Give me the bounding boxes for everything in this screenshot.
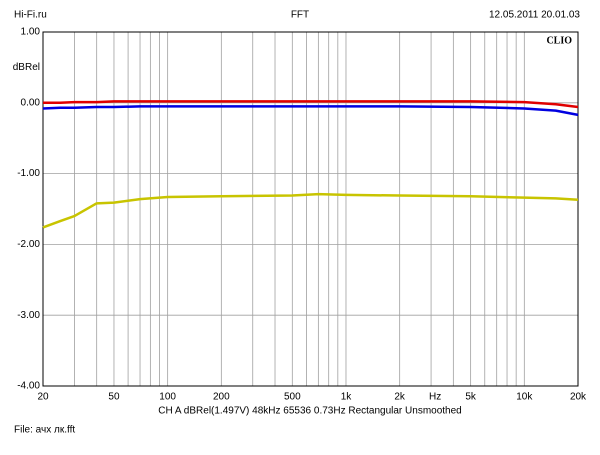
x-tick-label: 2k <box>394 392 406 403</box>
x-tick-label: 500 <box>284 392 301 403</box>
header-left: Hi-Fi.ru <box>14 10 47 21</box>
header-center: FFT <box>291 10 309 21</box>
x-tick-label: 10k <box>516 392 533 403</box>
x-tick-label: 50 <box>108 392 120 403</box>
x-tick-label: 100 <box>159 392 176 403</box>
y-tick-label: -3.00 <box>17 310 40 321</box>
x-tick-label: 1k <box>341 392 353 403</box>
y-tick-label: -1.00 <box>17 168 40 179</box>
x-tick-label: 5k <box>465 392 477 403</box>
x-tick-label: 20k <box>570 392 587 403</box>
x-unit-label: Hz <box>429 392 441 403</box>
line-series <box>42 192 579 229</box>
line-series <box>43 100 579 109</box>
header-right: 12.05.2011 20.01.03 <box>489 10 580 21</box>
y-tick-label: 0.00 <box>21 97 41 108</box>
y-tick-label: -4.00 <box>17 381 40 392</box>
settings: CH A dBRel(1.497V) 48kHz 65536 0.73Hz Re… <box>158 406 462 417</box>
line-series <box>42 105 579 117</box>
plot-frame <box>42 31 579 387</box>
y-tick-label: -2.00 <box>17 239 40 250</box>
y-axis-label: dBRel <box>13 62 40 73</box>
x-tick-label: 200 <box>213 392 230 403</box>
file-label: File: ачх лк.fft <box>14 425 75 436</box>
y-tick-label: 1.00 <box>21 27 41 38</box>
brand: CLIO <box>546 35 572 46</box>
x-tick-label: 20 <box>37 392 49 403</box>
